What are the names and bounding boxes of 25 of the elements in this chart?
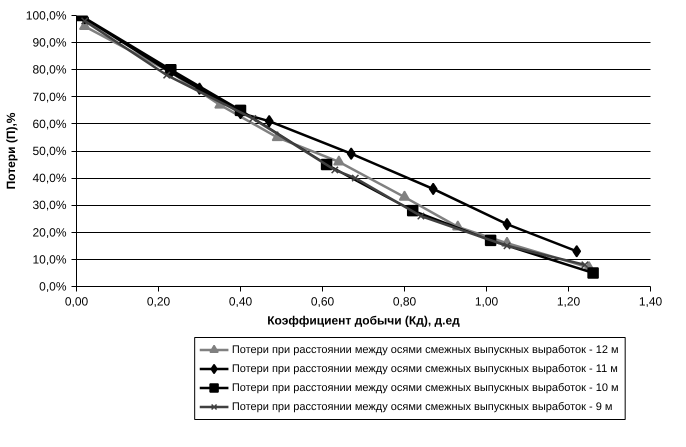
- y-tick-label: 100,0%: [26, 8, 67, 22]
- x-tick-label: 1,00: [474, 294, 499, 308]
- x-tick-label: 0,00: [64, 294, 89, 308]
- y-tick-label: 40,0%: [32, 171, 67, 186]
- x-tick-label: 1,20: [556, 294, 581, 308]
- y-tick-label: 20,0%: [32, 225, 67, 240]
- y-tick-label: 0,0%: [39, 280, 67, 294]
- y-tick-label: 10,0%: [32, 252, 67, 266]
- y-tick-label: 70,0%: [32, 90, 67, 104]
- y-tick-label: 50,0%: [32, 144, 67, 158]
- legend-label: Потери при расстоянии между осями смежных выпускных выработок - 11 м: [232, 363, 618, 375]
- legend-label: Потери при расстоянии между осями смежных выпускных выработок - 10 м: [232, 382, 619, 394]
- y-tick-label: 30,0%: [32, 198, 67, 212]
- x-tick-label: 0,80: [392, 294, 417, 308]
- y-tick-label: 60,0%: [32, 116, 67, 131]
- y-tick-label: 90,0%: [32, 36, 67, 50]
- x-tick-label: 0,60: [310, 294, 335, 308]
- y-axis-title: Потери (П),%: [4, 112, 18, 190]
- legend-label: Потери при расстоянии между осями смежных выпускных выработок - 9 м: [232, 401, 613, 413]
- x-tick-label: 1,40: [638, 294, 663, 308]
- legend-label: Потери при расстоянии между осями смежных выпускных выработок - 12 м: [232, 344, 619, 356]
- x-tick-label: 0,40: [228, 294, 253, 308]
- y-tick-label: 80,0%: [32, 62, 67, 77]
- x-tick-label: 0,20: [146, 294, 171, 308]
- x-axis-title: Коэффициент добычи (Кд), д.ед: [267, 314, 460, 328]
